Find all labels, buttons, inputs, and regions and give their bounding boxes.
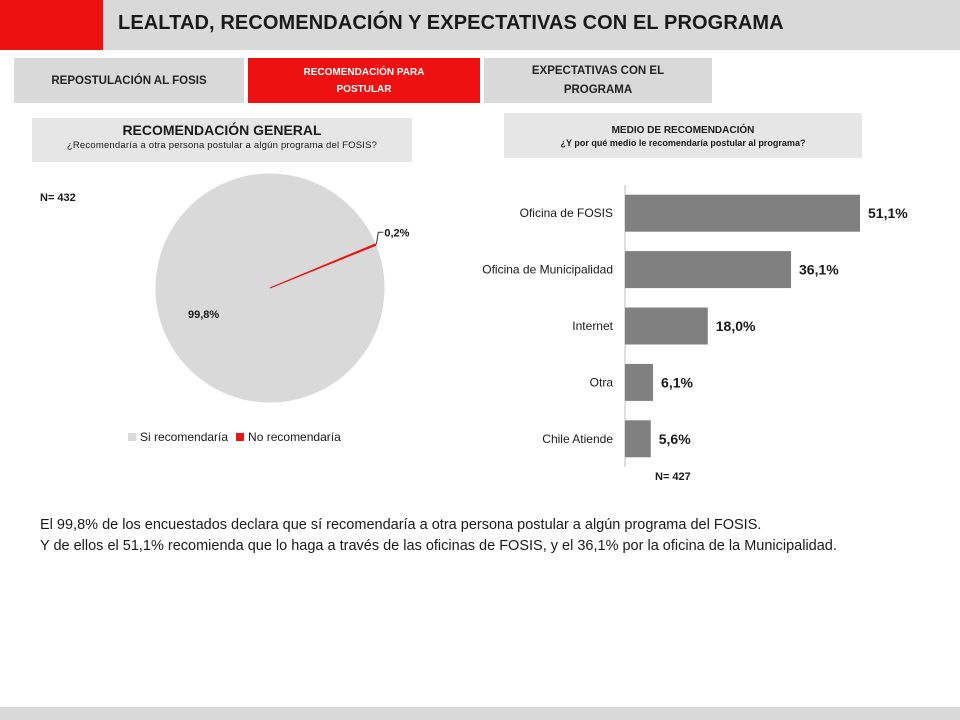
right-panel-question: ¿Y por qué medio le recomendaría postula… — [560, 138, 806, 148]
bar-0 — [625, 194, 860, 232]
header-bar — [0, 0, 960, 50]
bar-category-label: Oficina de FOSIS — [520, 206, 613, 220]
bar-value-label: 36,1% — [799, 262, 839, 278]
summary-text: El 99,8% de los encuestados declara que … — [40, 515, 920, 557]
bar-value-label: 6,1% — [661, 374, 693, 390]
right-panel-title: MEDIO DE RECOMENDACIÓN — [611, 125, 755, 136]
pie-slice-no — [269, 243, 377, 289]
bar-value-label: 51,1% — [868, 205, 908, 221]
left-panel-question: ¿Recomendaría a otra persona postular a … — [66, 140, 378, 151]
legend-label-yes: Si recomendaría — [140, 430, 229, 444]
legend-item-yes: Si recomendaría — [128, 430, 228, 444]
bar-4 — [625, 420, 651, 458]
legend-label-no: No recomendaría — [248, 430, 341, 444]
pie-sample-size: N= 432 — [40, 192, 76, 204]
tab-recomendacion[interactable]: RECOMENDACIÓN PARA POSTULAR — [248, 58, 480, 103]
tab-expectativas[interactable]: EXPECTATIVAS CON EL PROGRAMA — [484, 58, 712, 103]
bar-1 — [625, 251, 792, 289]
bar-3 — [625, 363, 654, 401]
bar-value-label: 18,0% — [716, 318, 756, 334]
bar-sample-size: N= 427 — [655, 471, 691, 483]
bar-category-label: Chile Atiende — [542, 432, 613, 446]
page-title: LEALTAD, RECOMENDACIÓN Y EXPECTATIVAS CO… — [118, 12, 784, 34]
legend-swatch-yes — [128, 433, 136, 441]
footer-bar — [0, 707, 960, 720]
pie-chart: 0,2% 99,8% — [155, 173, 410, 403]
pie-label-no: 0,2% — [384, 227, 409, 239]
bar-category-label: Oficina de Municipalidad — [482, 263, 613, 277]
pie-legend: Si recomendaría No recomendaría — [128, 430, 349, 444]
left-panel-header: RECOMENDACIÓN GENERAL ¿Recomendaría a ot… — [32, 118, 412, 162]
bar-2 — [625, 307, 708, 345]
pie-leader-line — [375, 231, 384, 245]
summary-line-2: Y de ellos el 51,1% recomienda que lo ha… — [40, 538, 837, 554]
legend-item-no: No recomendaría — [236, 430, 341, 444]
left-panel-title: RECOMENDACIÓN GENERAL — [122, 122, 322, 138]
bar-category-label: Otra — [590, 375, 614, 389]
header-accent-block — [0, 0, 103, 50]
pie-label-yes: 99,8% — [188, 309, 219, 321]
bar-category-label: Internet — [572, 319, 613, 333]
bar-value-label: 5,6% — [659, 431, 691, 447]
right-panel-header: MEDIO DE RECOMENDACIÓN ¿Y por qué medio … — [504, 113, 862, 158]
bar-chart: Oficina de FOSIS 51,1% Oficina de Municipa… — [482, 185, 908, 467]
legend-swatch-no — [236, 433, 245, 441]
summary-line-1: El 99,8% de los encuestados declara que … — [40, 517, 762, 533]
tab-repostulacion[interactable]: REPOSTULACIÓN AL FOSIS — [14, 58, 244, 103]
